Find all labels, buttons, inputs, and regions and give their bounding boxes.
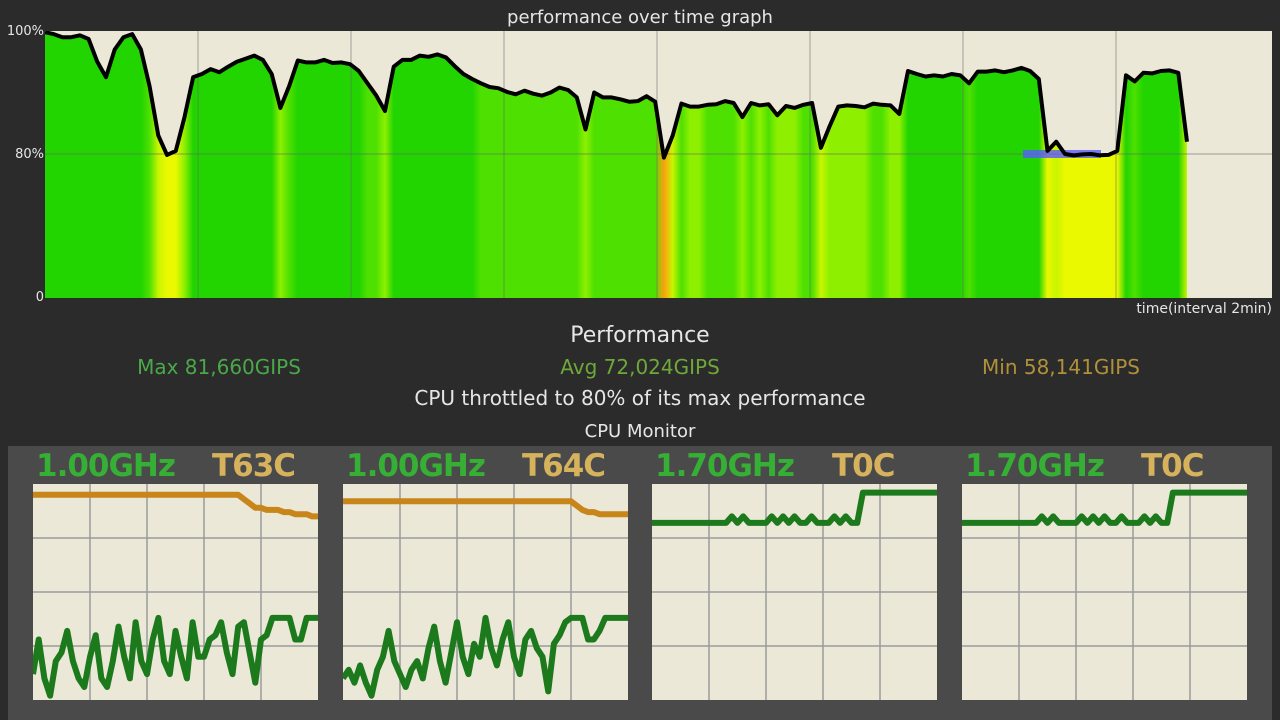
core-0-temperature: T63C	[212, 448, 296, 484]
core-2-temperature: T0C	[832, 448, 895, 484]
core-series-line-0	[343, 498, 628, 518]
performance-graph	[45, 31, 1272, 298]
core-3-temperature: T0C	[1141, 448, 1204, 484]
cpu-monitor-title: CPU Monitor	[584, 421, 696, 442]
core-series-line-0	[652, 489, 937, 526]
throttle-message: CPU throttled to 80% of its max performa…	[414, 386, 866, 410]
core-series-line-1	[33, 614, 318, 699]
avg-performance: Avg 72,024GIPS	[560, 355, 720, 379]
core-2-graph	[652, 484, 937, 700]
y-tick-label-0: 0	[35, 290, 44, 305]
min-performance: Min 58,141GIPS	[982, 355, 1140, 379]
core-1-graph	[343, 484, 628, 700]
chart-title: performance over time graph	[507, 7, 773, 28]
throttle-marker	[1023, 150, 1101, 158]
core-series-line-0	[962, 489, 1247, 526]
core-3-graph	[962, 484, 1247, 700]
core-series-line-0	[33, 491, 318, 520]
core-0-frequency: 1.00GHz	[36, 448, 176, 484]
core-1-frequency: 1.00GHz	[346, 448, 486, 484]
performance-line	[45, 31, 1189, 160]
max-performance: Max 81,660GIPS	[137, 355, 301, 379]
x-axis-label: time(interval 2min)	[1136, 301, 1272, 317]
performance-area	[45, 32, 1187, 298]
y-tick-label-100: 100%	[6, 24, 44, 39]
core-1-temperature: T64C	[522, 448, 606, 484]
y-tick-label-80: 80%	[15, 147, 44, 162]
core-2-frequency: 1.70GHz	[655, 448, 795, 484]
core-0-graph	[33, 484, 318, 700]
performance-heading: Performance	[570, 323, 710, 348]
core-series-line-1	[343, 614, 628, 699]
core-3-frequency: 1.70GHz	[965, 448, 1105, 484]
